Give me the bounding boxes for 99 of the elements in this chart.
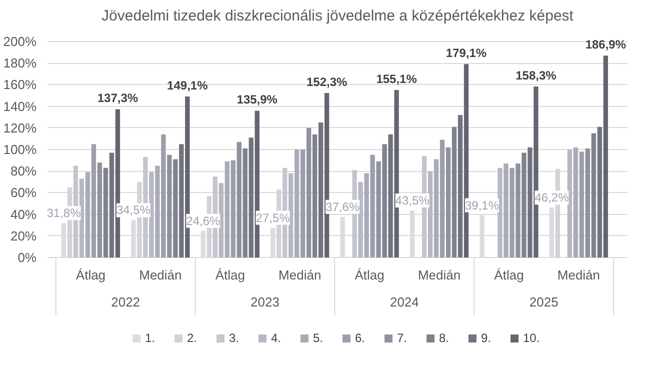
data-label: 31,8%	[46, 206, 82, 220]
bar	[452, 126, 457, 258]
legend-label: 4.	[271, 331, 282, 345]
bar	[224, 161, 230, 258]
x-tick-label: Átlag	[76, 268, 106, 282]
legend-label: 7.	[397, 331, 408, 345]
bar	[522, 152, 526, 258]
data-label: 149,1%	[167, 78, 208, 92]
bar	[358, 182, 363, 258]
data-label: 152,3%	[306, 75, 348, 90]
y-tick-label: 40%	[10, 206, 37, 222]
bar	[149, 172, 154, 258]
x-tick-label: Átlag	[354, 268, 384, 282]
bar	[498, 168, 502, 258]
bar	[504, 164, 508, 258]
bar	[585, 148, 590, 258]
bar	[370, 154, 375, 258]
bar	[434, 159, 439, 258]
bar	[173, 159, 178, 258]
y-tick-label: 0%	[18, 250, 37, 265]
legend-label: 2.	[187, 331, 198, 345]
data-label: 24,6%	[186, 214, 221, 228]
bar	[579, 152, 584, 258]
text: 2024	[390, 294, 419, 310]
legend-label: 10.	[523, 331, 541, 345]
bar	[306, 128, 312, 258]
y-tick-label: 80%	[10, 164, 37, 179]
bar	[294, 150, 300, 258]
y-tick-label: 140%	[3, 98, 37, 114]
x-tick-label: Medián	[418, 268, 461, 282]
bar	[179, 144, 184, 258]
legend-label: 8.	[439, 331, 450, 345]
bar	[458, 114, 463, 258]
data-label: 27,5%	[256, 210, 290, 225]
legend-label: 1.	[145, 331, 156, 345]
bar	[446, 147, 451, 258]
data-label: 34,5%	[116, 203, 151, 218]
data-label: 39,1%	[465, 198, 500, 212]
text: 2025	[529, 294, 558, 310]
x-tick-label: Medián	[139, 268, 182, 282]
bar	[230, 160, 236, 258]
x-tick-label: Átlag	[215, 268, 245, 282]
bar	[510, 168, 514, 258]
bar	[388, 134, 393, 258]
data-label: 46,2%	[534, 190, 570, 205]
chart-title: Jövedelmi tizedek diszkrecionális jövedelme a középértékekhez képest	[102, 8, 574, 24]
bar	[288, 173, 294, 258]
bar	[428, 171, 433, 258]
y-tick-label: 120%	[3, 120, 37, 136]
bar	[516, 164, 520, 258]
bar	[382, 144, 387, 258]
bar	[103, 168, 108, 258]
y-tick-label: 200%	[3, 34, 37, 49]
data-label: 37,6%	[326, 200, 360, 214]
x-tick-label: Medián	[278, 268, 322, 282]
data-label: 158,3%	[516, 68, 557, 83]
bar	[318, 122, 324, 258]
y-tick-label: 100%	[3, 142, 37, 157]
x-tick-label: Átlag	[494, 268, 524, 282]
y-tick-label: 20%	[10, 228, 37, 244]
legend-label: 9.	[481, 331, 492, 345]
bar	[440, 140, 445, 258]
bar	[97, 162, 102, 258]
bar	[155, 166, 160, 258]
text: 2023	[250, 294, 280, 310]
data-label: 137,3%	[97, 91, 138, 106]
data-label: 179,1%	[446, 46, 487, 60]
legend-label: 6.	[355, 331, 366, 345]
x-tick-label: Medián	[557, 268, 600, 282]
text: 2022	[111, 294, 140, 310]
bar	[218, 182, 224, 258]
bar	[300, 150, 306, 258]
y-tick-label: 180%	[3, 56, 37, 71]
bar	[567, 150, 572, 258]
bar	[167, 154, 172, 258]
legend-label: 3.	[229, 331, 240, 345]
bar	[603, 56, 608, 258]
bar	[591, 133, 596, 258]
bar	[85, 172, 90, 258]
bar	[573, 147, 578, 258]
bar	[91, 144, 96, 258]
bar	[312, 134, 318, 258]
bar	[364, 173, 369, 258]
y-tick-label: 60%	[10, 185, 37, 200]
data-label: 155,1%	[376, 72, 418, 86]
bar	[242, 148, 248, 258]
bar	[528, 147, 532, 258]
data-label: 135,9%	[236, 92, 278, 107]
y-tick-label: 160%	[3, 77, 37, 92]
bar	[376, 161, 381, 258]
bar	[248, 138, 254, 258]
legend-label: 5.	[313, 331, 324, 345]
data-label: 43,5%	[395, 194, 430, 208]
bar	[79, 178, 84, 258]
bar	[109, 152, 114, 258]
bar	[161, 134, 166, 258]
data-label: 186,9%	[585, 38, 626, 52]
bar	[236, 142, 242, 258]
bar	[597, 126, 602, 258]
